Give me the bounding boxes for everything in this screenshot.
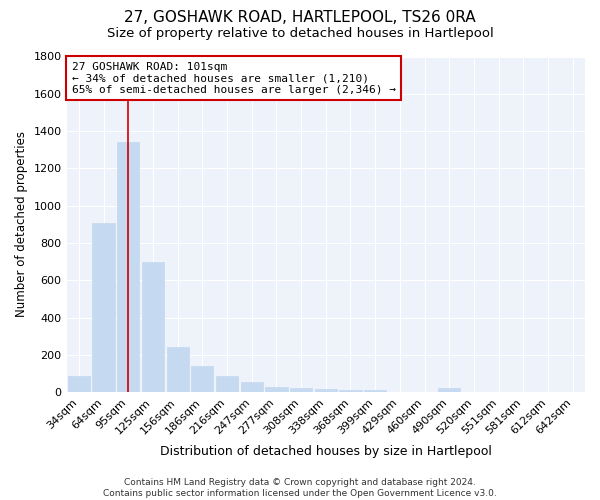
Bar — [117, 142, 139, 392]
Text: 27, GOSHAWK ROAD, HARTLEPOOL, TS26 0RA: 27, GOSHAWK ROAD, HARTLEPOOL, TS26 0RA — [124, 10, 476, 25]
X-axis label: Distribution of detached houses by size in Hartlepool: Distribution of detached houses by size … — [160, 444, 492, 458]
Bar — [340, 390, 362, 392]
Y-axis label: Number of detached properties: Number of detached properties — [15, 132, 28, 318]
Bar — [438, 388, 460, 392]
Bar — [68, 376, 90, 392]
Text: Size of property relative to detached houses in Hartlepool: Size of property relative to detached ho… — [107, 28, 493, 40]
Bar — [364, 390, 386, 392]
Bar — [265, 386, 287, 392]
Bar — [290, 388, 312, 392]
Text: Contains HM Land Registry data © Crown copyright and database right 2024.
Contai: Contains HM Land Registry data © Crown c… — [103, 478, 497, 498]
Bar — [314, 388, 337, 392]
Bar — [191, 366, 214, 392]
Bar — [142, 262, 164, 392]
Bar — [241, 382, 263, 392]
Bar — [167, 346, 189, 393]
Text: 27 GOSHAWK ROAD: 101sqm
← 34% of detached houses are smaller (1,210)
65% of semi: 27 GOSHAWK ROAD: 101sqm ← 34% of detache… — [72, 62, 396, 94]
Bar — [92, 222, 115, 392]
Bar — [216, 376, 238, 392]
